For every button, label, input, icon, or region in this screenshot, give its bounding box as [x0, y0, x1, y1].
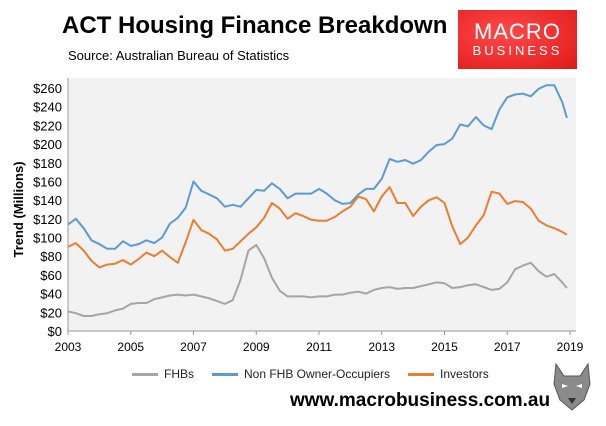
y-tick-label: $240	[33, 100, 62, 115]
x-tick-label: 2007	[180, 340, 207, 354]
macrobusiness-logo: MACRO BUSINESS	[458, 10, 577, 69]
legend-swatch	[132, 372, 158, 376]
y-tick-label: $80	[40, 249, 62, 264]
plot-area	[68, 78, 576, 331]
y-tick-label: $20	[40, 305, 62, 320]
x-tick-label: 2011	[306, 340, 332, 354]
y-tick-label: $0	[48, 324, 62, 339]
series-line-non-fhb-owner-occupiers	[67, 84, 568, 250]
x-tick-label: 2009	[243, 340, 270, 354]
chart-title: ACT Housing Finance Breakdown	[62, 12, 448, 39]
y-tick-label: $160	[33, 174, 62, 189]
legend-swatch	[212, 372, 238, 376]
y-tick-label: $200	[33, 137, 62, 152]
x-tick-label: 2005	[117, 340, 144, 354]
logo-line2: BUSINESS	[472, 43, 563, 58]
footer-url: www.macrobusiness.com.au	[290, 390, 551, 411]
legend-label: Non FHB Owner-Occupiers	[244, 367, 391, 381]
x-tick-label: 2017	[494, 340, 521, 354]
chart-subtitle: Source: Australian Bureau of Statistics	[68, 48, 290, 63]
legend-label: Investors	[440, 367, 489, 381]
x-tick-label: 2003	[55, 340, 82, 354]
y-tick-label: $260	[33, 81, 62, 96]
y-tick-label: $60	[40, 268, 62, 283]
legend-item: Non FHB Owner-Occupiers	[212, 367, 390, 381]
legend-label: FHBs	[164, 367, 194, 381]
series-line-fhbs	[67, 244, 568, 317]
y-tick-label: $120	[33, 212, 62, 227]
y-tick-label: $220	[33, 118, 62, 133]
wolf-logo-icon	[553, 362, 591, 411]
x-tick-label: 2013	[368, 340, 395, 354]
y-axis-label: Trend (Millions)	[11, 161, 26, 257]
y-tick-label: $100	[33, 231, 62, 246]
legend-swatch	[408, 372, 435, 376]
logo-line1: MACRO	[474, 19, 561, 44]
series-line-investors	[67, 186, 568, 269]
legend: FHBs Non FHB Owner-Occupiers Investors	[132, 367, 489, 381]
x-tick-label: 2015	[431, 340, 458, 354]
y-tick-label: $40	[40, 287, 62, 302]
legend-item: FHBs	[132, 367, 194, 381]
x-tick-label: 2019	[557, 340, 584, 354]
y-tick-label: $180	[33, 156, 62, 171]
legend-item: Investors	[408, 367, 489, 381]
y-tick-label: $140	[33, 193, 62, 208]
